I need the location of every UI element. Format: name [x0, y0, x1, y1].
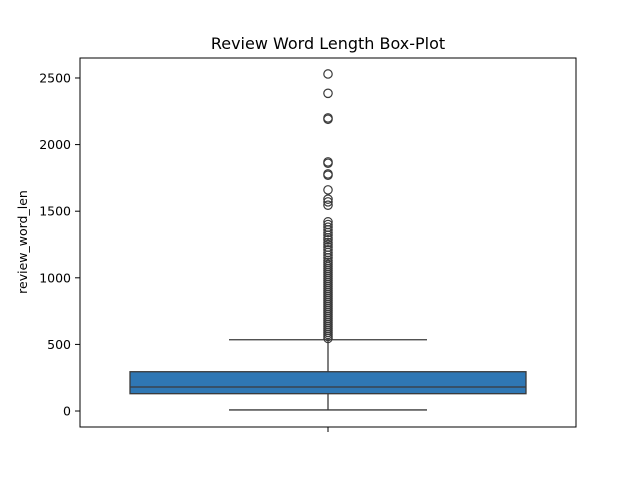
y-tick-label: 2500 [39, 70, 71, 85]
chart-title: Review Word Length Box-Plot [211, 34, 445, 53]
outlier-point [323, 169, 333, 179]
y-axis-ticks: 0 500 1000 1500 2000 2500 [39, 70, 80, 419]
outlier-point [323, 219, 333, 230]
outlier-point [323, 237, 333, 248]
y-tick-label: 0 [63, 404, 71, 419]
outlier-point [323, 200, 333, 211]
y-tick-label: 1500 [39, 204, 71, 219]
outlier-point [323, 242, 333, 252]
outlier-point [323, 69, 333, 79]
outlier-point [323, 197, 333, 207]
outlier-point [323, 88, 333, 99]
outlier-point [323, 194, 333, 205]
outlier-points [323, 69, 333, 344]
y-axis-label: review_word_len [15, 190, 30, 294]
outlier-point [323, 245, 333, 255]
outlier-point [323, 185, 333, 195]
y-tick-label: 2000 [39, 137, 71, 152]
box-plot [129, 339, 527, 411]
outlier-point [323, 113, 333, 123]
outlier-point [323, 217, 333, 227]
plot-area: 0 500 1000 1500 2000 2500 [39, 57, 577, 432]
iqr-box [129, 371, 527, 395]
y-tick-label: 500 [47, 337, 71, 352]
outlier-point [323, 157, 333, 167]
outlier-point [323, 222, 333, 232]
y-tick-label: 1000 [39, 270, 71, 285]
